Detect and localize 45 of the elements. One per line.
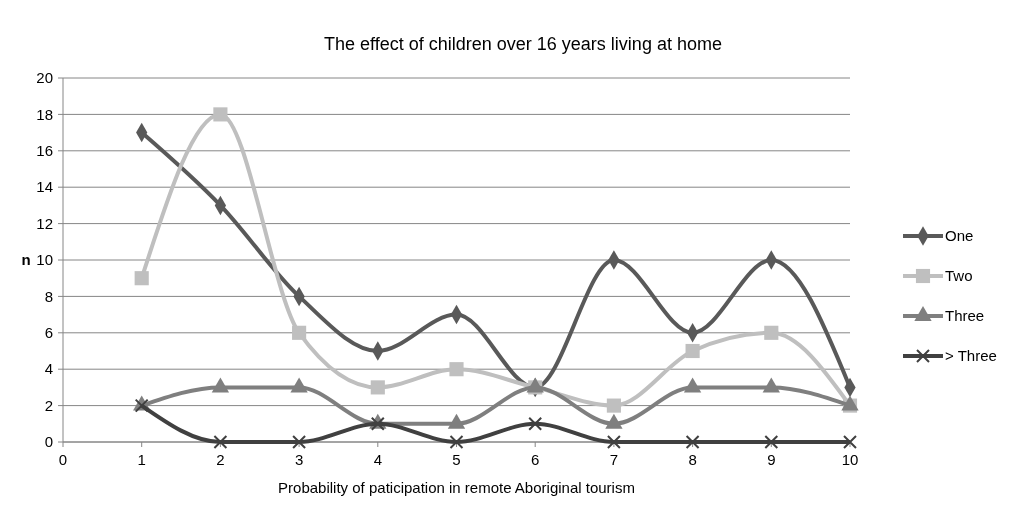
x-tick-label: 7 [609,451,619,468]
point [213,435,228,449]
point [370,380,385,395]
y-tick-label: 8 [44,287,53,305]
point [528,416,543,431]
x-tick-label: 5 [452,451,461,468]
y-tick-label: 12 [36,214,53,232]
point [292,325,307,340]
y-axis-title: n [21,251,31,269]
legend-label: One [945,227,974,245]
point [764,325,779,340]
x-tick-label: 4 [373,451,382,468]
x-tick-label: 8 [688,451,697,468]
y-tick-label: 6 [44,324,53,342]
point [449,362,464,377]
point [292,435,307,449]
x-tick-label: 1 [137,451,146,468]
chart-title: The effect of children over 16 years living at home [324,34,722,54]
point [764,435,779,449]
point [685,435,700,449]
x-tick-label: 2 [216,451,225,468]
point [213,107,228,122]
y-tick-label: 20 [36,69,53,87]
legend-label: Three [945,307,985,325]
point [606,435,621,449]
x-tick-label: 9 [767,451,776,468]
point [685,343,700,359]
x-tick-label: 3 [294,451,304,468]
x-tick-label: 0 [58,451,68,468]
y-tick-label: 18 [36,105,53,123]
y-tick-label: 0 [44,433,53,451]
y-tick-label: 10 [36,251,53,269]
y-tick-label: 16 [36,142,53,160]
y-tick-label: 2 [44,396,53,414]
x-tick-label: 10 [841,451,859,468]
point [843,435,857,449]
y-tick-label: 14 [36,178,53,196]
point [449,435,464,449]
point [606,398,621,413]
legend-label: Two [945,267,973,285]
x-axis-title: Probability of paticipation in remote Aboriginal tourism [278,479,635,496]
y-tick-label: 4 [44,360,53,378]
x-tick-label: 6 [531,451,540,468]
point [134,271,149,286]
legend-label: > Three [945,347,997,365]
